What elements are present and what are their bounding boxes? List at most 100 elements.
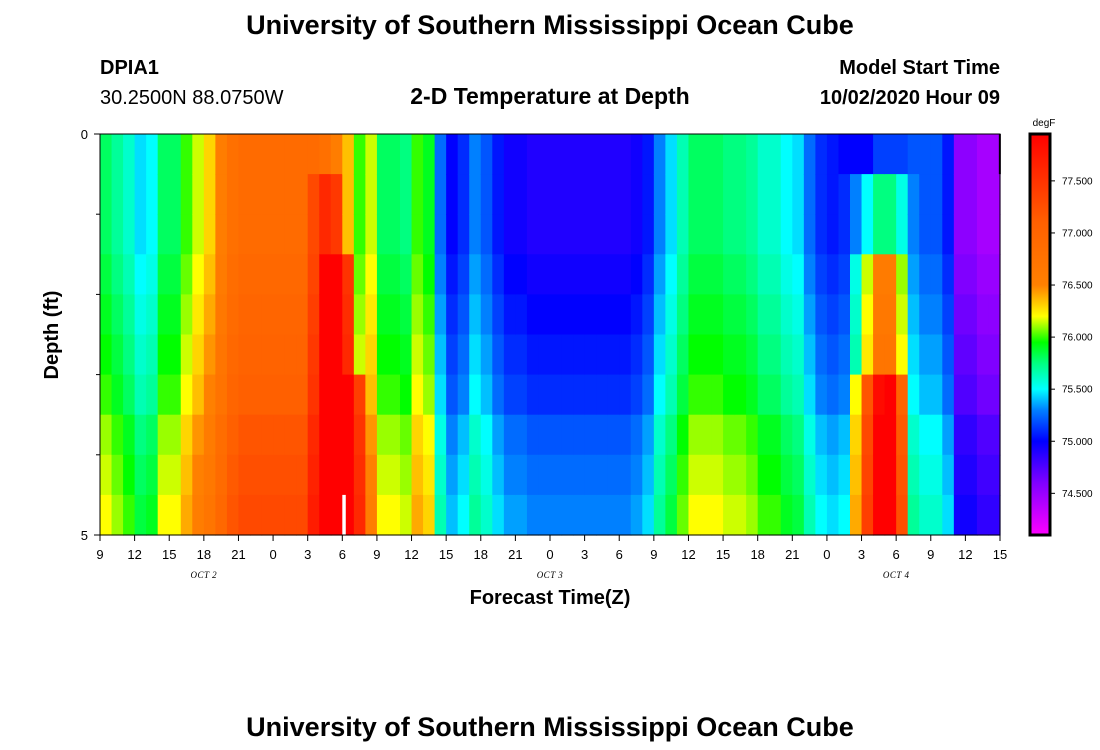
heatmap-cell xyxy=(296,174,309,215)
heatmap-cell xyxy=(942,214,955,255)
heatmap-cell xyxy=(723,414,736,456)
heatmap-cell xyxy=(988,414,1001,456)
heatmap-cell xyxy=(965,254,978,295)
heatmap-cell xyxy=(146,134,159,175)
heatmap-cell xyxy=(757,334,770,376)
heatmap-cell xyxy=(203,414,216,456)
heatmap-cell xyxy=(965,454,978,496)
heatmap-cell xyxy=(746,294,759,336)
heatmap-cell xyxy=(700,294,713,336)
heatmap-cell xyxy=(711,214,724,255)
heatmap-cell xyxy=(434,214,447,255)
heatmap-cell xyxy=(757,214,770,255)
heatmap-cell xyxy=(653,414,666,456)
heatmap-cell xyxy=(526,134,540,175)
x-axis: 9 12 15 18 21 0 3 6 9 12 15 18 21 0 3 6 9 12 15 18 21 0 3 6 9 12 1… xyxy=(96,535,1007,580)
heatmap-cell xyxy=(376,334,390,376)
heatmap-cell xyxy=(400,294,413,336)
heatmap-cell xyxy=(123,414,136,456)
heatmap-cell xyxy=(203,214,216,255)
heatmap-cell xyxy=(607,374,620,416)
heatmap-cell xyxy=(376,134,390,175)
heatmap-cell xyxy=(550,494,563,536)
heatmap-cell xyxy=(353,214,366,255)
heatmap-cell xyxy=(596,134,609,175)
colorbar-tick-label: 75.000 xyxy=(1062,437,1093,448)
heatmap-cell xyxy=(573,454,586,496)
heatmap-cell xyxy=(803,374,816,416)
heatmap-cell xyxy=(630,214,643,255)
heatmap-cell xyxy=(250,494,263,536)
heatmap-cell xyxy=(965,374,978,416)
heatmap-cell xyxy=(388,494,401,536)
heatmap-cell xyxy=(711,174,724,215)
heatmap-cell xyxy=(653,374,666,416)
heatmap-cell xyxy=(342,334,355,376)
heatmap-cell xyxy=(123,294,136,336)
heatmap-cell xyxy=(896,334,909,376)
heatmap-cell xyxy=(907,294,920,336)
heatmap-cell xyxy=(919,414,932,456)
heatmap-cell xyxy=(688,454,701,496)
heatmap-cell xyxy=(526,294,540,336)
heatmap-cell xyxy=(850,174,863,215)
heatmap-cell xyxy=(550,294,563,336)
colorbar: degF 74.500 75.000 75.500 76.000 76.500 77.00… xyxy=(1028,118,1093,537)
heatmap-cell xyxy=(388,414,401,456)
heatmap-cell xyxy=(792,494,805,536)
heatmap-cell xyxy=(503,254,516,295)
heatmap-cell xyxy=(111,254,124,295)
heatmap-cell xyxy=(146,374,159,416)
heatmap-cell xyxy=(953,294,966,336)
heatmap-cell xyxy=(550,374,563,416)
heatmap-cell xyxy=(550,454,563,496)
heatmap-cell xyxy=(526,214,540,255)
heatmap-cell xyxy=(192,254,205,295)
heatmap-cell xyxy=(630,494,643,536)
heatmap-cell xyxy=(400,254,413,295)
heatmap-cell xyxy=(942,294,955,336)
heatmap-cell xyxy=(942,134,955,175)
heatmap-cell xyxy=(169,214,182,255)
heatmap-cell xyxy=(411,214,424,255)
heatmap-cell xyxy=(411,374,424,416)
heatmap-cell xyxy=(446,134,459,175)
heatmap-cell xyxy=(515,214,528,255)
heatmap-cell xyxy=(284,174,297,215)
heatmap-cell xyxy=(907,134,920,175)
heatmap-cell xyxy=(607,334,620,376)
heatmap-cell xyxy=(573,374,586,416)
heatmap-cell xyxy=(596,454,609,496)
heatmap-cell xyxy=(284,374,297,416)
heatmap-cell xyxy=(365,134,378,175)
heatmap-cell xyxy=(400,374,413,416)
heatmap-cell xyxy=(711,494,724,536)
heatmap-cell xyxy=(976,214,990,255)
heatmap-cell xyxy=(780,254,793,295)
heatmap-cell xyxy=(307,254,320,295)
heatmap-cell xyxy=(342,414,355,456)
heatmap-cell xyxy=(838,374,851,416)
heatmap-cell xyxy=(619,294,632,336)
heatmap-cell xyxy=(538,414,551,456)
heatmap-cell xyxy=(111,174,124,215)
heatmap-cell xyxy=(907,254,920,295)
heatmap-cell xyxy=(123,334,136,376)
heatmap-cell xyxy=(261,254,274,295)
heatmap-cell xyxy=(584,494,597,536)
heatmap-cell xyxy=(803,214,816,255)
heatmap-cell xyxy=(573,214,586,255)
heatmap-cell xyxy=(619,374,632,416)
heatmap-cell xyxy=(942,414,955,456)
heatmap-cell xyxy=(203,174,216,215)
heatmap-cell xyxy=(250,214,263,255)
heatmap-cell xyxy=(607,294,620,336)
heatmap-cell xyxy=(480,414,493,456)
heatmap-cell xyxy=(769,134,782,175)
heatmap-cell xyxy=(157,454,170,496)
heatmap-cell xyxy=(584,334,597,376)
heatmap-cell xyxy=(584,294,597,336)
heatmap-cell xyxy=(226,374,240,416)
heatmap-cell xyxy=(100,414,113,456)
heatmap-cell xyxy=(492,214,505,255)
